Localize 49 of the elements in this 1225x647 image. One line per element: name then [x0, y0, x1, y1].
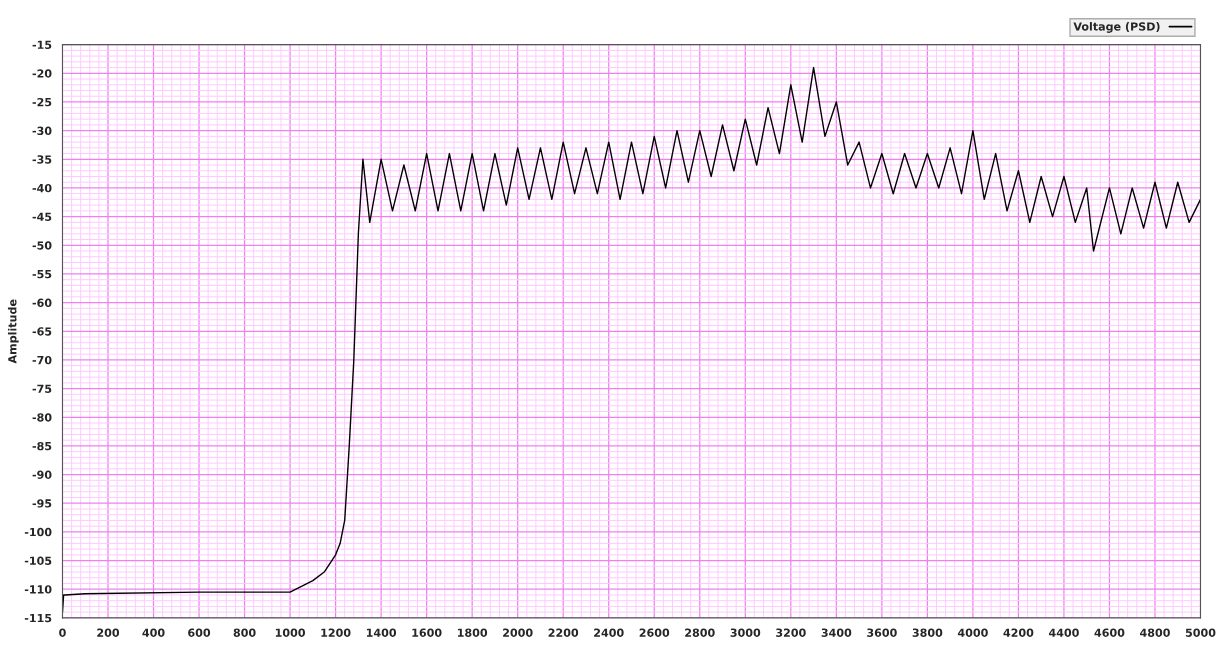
x-tick-label: 1800	[457, 628, 488, 637]
x-tick-label: 600	[188, 628, 211, 637]
y-tick-label: -75	[32, 384, 52, 393]
x-tick-label: 200	[97, 628, 120, 637]
x-tick-label: 0	[59, 628, 66, 637]
y-tick-label: -105	[24, 556, 52, 565]
x-tick-label: 3000	[730, 628, 761, 637]
x-tick-label: 2600	[639, 628, 670, 637]
x-tick-label: 4200	[1003, 628, 1034, 637]
x-tick-label: 4800	[1140, 628, 1170, 637]
x-tick-label: 400	[142, 628, 165, 637]
x-tick-label: 1200	[321, 628, 351, 637]
y-tick-label: -25	[32, 97, 52, 107]
y-tick-label: -110	[24, 585, 52, 594]
x-tick-label: 5000	[1185, 628, 1216, 637]
y-tick-label: -35	[32, 155, 52, 164]
y-tick-label: -60	[32, 298, 52, 307]
x-tick-label: 3800	[912, 628, 943, 637]
y-tick-label: -95	[32, 499, 52, 508]
y-tick-label: -70	[32, 355, 52, 365]
x-tick-label: 4600	[1094, 628, 1125, 637]
y-axis-title: Amplitude	[7, 299, 19, 364]
x-tick-label: 2800	[685, 628, 715, 637]
y-tick-label: -90	[32, 470, 52, 479]
x-tick-label: 2000	[503, 628, 533, 637]
x-tick-label: 1400	[366, 628, 397, 637]
x-tick-label: 4000	[957, 628, 988, 637]
x-tick-label: 3200	[776, 628, 806, 637]
x-tick-label: 3400	[821, 628, 852, 637]
y-tick-label: -30	[32, 126, 52, 136]
x-tick-label: 4400	[1048, 628, 1079, 637]
x-tick-label: 2200	[548, 628, 579, 637]
y-tick-label: -20	[32, 69, 52, 78]
x-tick-label: 3600	[867, 628, 897, 637]
y-tick-label: -40	[32, 183, 52, 193]
x-tick-label: 2400	[594, 628, 624, 637]
y-tick-label: -115	[24, 614, 52, 623]
y-tick-label: -45	[32, 212, 52, 221]
y-tick-label: -50	[32, 241, 52, 250]
y-tick-label: -80	[32, 413, 52, 422]
legend-label: Voltage (PSD)	[1073, 22, 1160, 33]
x-tick-label: 1000	[275, 628, 306, 637]
y-tick-label: -100	[24, 527, 52, 537]
x-tick-label: 800	[233, 628, 256, 637]
y-tick-label: -55	[32, 270, 52, 279]
y-tick-label: -65	[32, 327, 52, 336]
y-tick-label: -85	[32, 441, 52, 451]
y-tick-label: -15	[32, 40, 52, 50]
x-tick-label: 1600	[412, 628, 442, 637]
